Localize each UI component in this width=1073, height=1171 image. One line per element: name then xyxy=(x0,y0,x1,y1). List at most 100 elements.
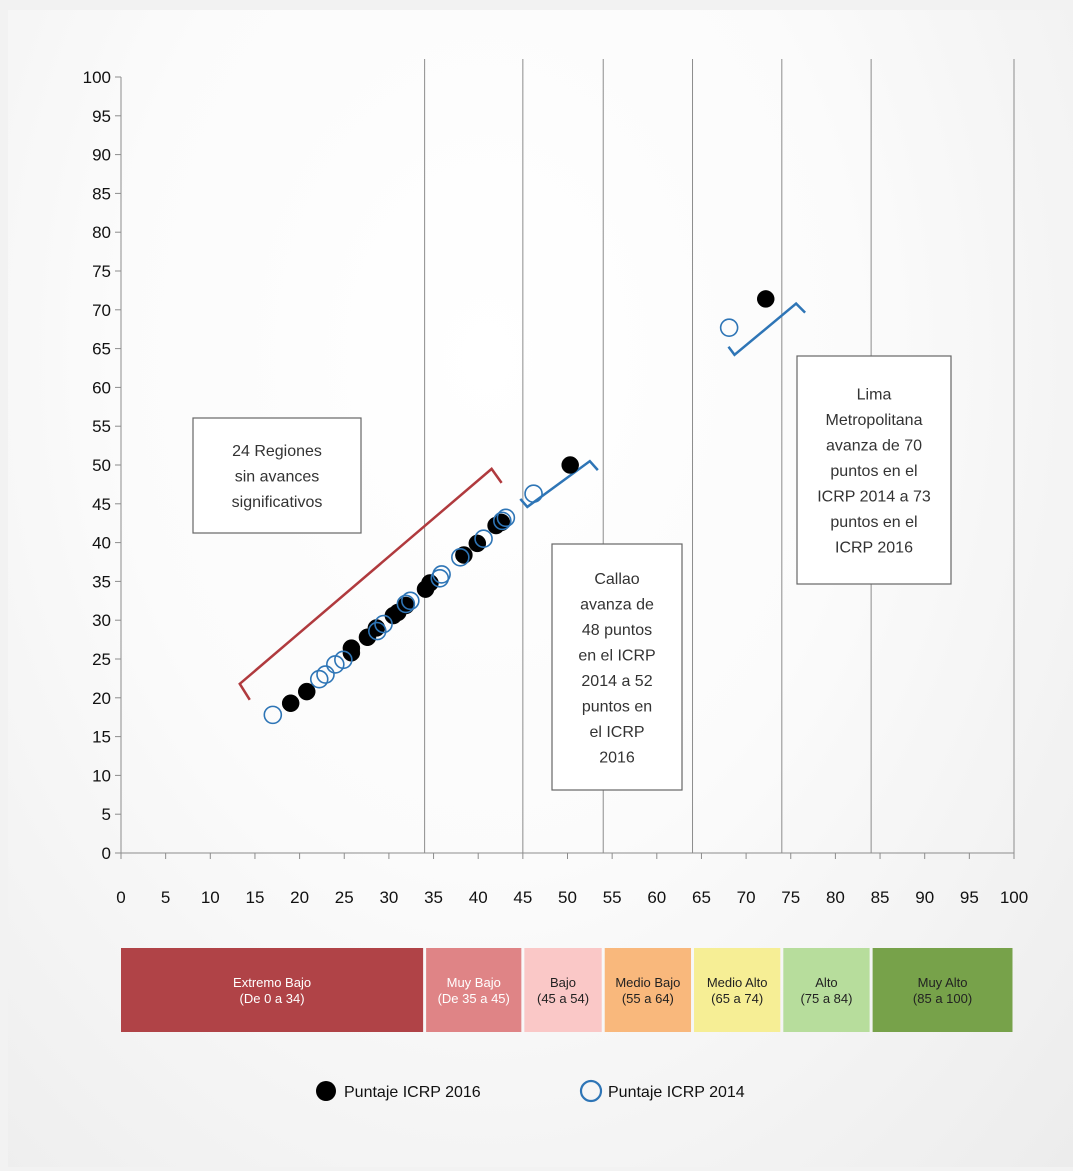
x-tick-label: 50 xyxy=(558,888,577,907)
band-range-label: (55 a 64) xyxy=(622,991,674,1006)
lima-annotation-box xyxy=(796,355,952,585)
y-tick-label: 40 xyxy=(92,534,111,553)
y-tick-label: 45 xyxy=(92,495,111,514)
band-label: Muy Bajo xyxy=(447,975,501,990)
legend-marker-2014 xyxy=(579,1079,603,1103)
point-icrp-2016 xyxy=(421,574,439,592)
callao-bracket xyxy=(519,459,599,509)
x-tick-label: 0 xyxy=(116,888,125,907)
x-tick-label: 35 xyxy=(424,888,443,907)
x-tick-label: 15 xyxy=(245,888,264,907)
y-tick-label: 75 xyxy=(92,262,111,281)
lima-annotation-line: avanza de 70 xyxy=(826,438,922,455)
point-icrp-2016 xyxy=(756,290,775,308)
regions-annotation-line: 24 Regiones xyxy=(232,443,322,460)
y-tick-label: 5 xyxy=(102,805,111,824)
point-icrp-2014 xyxy=(474,529,493,549)
lima-annotation-line: ICRP 2014 a 73 xyxy=(817,489,931,506)
point-icrp-2014 xyxy=(719,318,739,337)
x-tick-label: 55 xyxy=(603,888,622,907)
axes xyxy=(115,76,1015,859)
y-tick-label: 85 xyxy=(92,184,111,203)
band-label: Muy Alto xyxy=(918,975,968,990)
y-tick-label: 50 xyxy=(92,456,111,475)
regions-annotation-line: sin avances xyxy=(235,469,320,486)
y-tick-label: 25 xyxy=(92,650,111,669)
point-icrp-2014 xyxy=(432,565,451,584)
point-icrp-2016 xyxy=(281,694,300,712)
y-tick-label: 100 xyxy=(83,68,111,87)
x-tick-label: 60 xyxy=(647,888,666,907)
band-range-label: (65 a 74) xyxy=(711,991,763,1006)
band-range-label: (85 a 100) xyxy=(913,991,972,1006)
x-tick-label: 100 xyxy=(1000,888,1028,907)
point-icrp-2014 xyxy=(401,591,420,611)
x-tick-label: 85 xyxy=(871,888,890,907)
y-tick-label: 0 xyxy=(102,844,111,863)
callao-annotation-line: el ICRP xyxy=(589,724,644,741)
category-bands: Extremo Bajo(De 0 a 34) Muy Bajo(De 35 a … xyxy=(121,948,1013,1032)
legend-marker-2016 xyxy=(316,1081,336,1101)
band-label: Bajo xyxy=(550,975,576,990)
lima-annotation-line: Metropolitana xyxy=(826,412,923,429)
x-tick-label: 20 xyxy=(290,888,309,907)
point-icrp-2014 xyxy=(316,665,335,684)
y-tick-label: 20 xyxy=(92,689,111,708)
x-tick-label: 80 xyxy=(826,888,845,907)
band-rect xyxy=(524,948,602,1032)
x-tick-label: 95 xyxy=(960,888,979,907)
y-tick-label: 95 xyxy=(92,107,111,126)
regions-annotation-box xyxy=(192,417,362,534)
band-label: Medio Bajo xyxy=(615,975,680,990)
x-tick-label: 70 xyxy=(737,888,756,907)
band-rect xyxy=(604,948,692,1032)
y-tick-label: 35 xyxy=(92,572,111,591)
callao-annotation-line: 48 puntos xyxy=(582,622,652,639)
callao-annotation-box xyxy=(551,543,683,791)
band-range-label: (45 a 54) xyxy=(537,991,589,1006)
band-rect xyxy=(121,948,424,1032)
y-tick-label: 70 xyxy=(92,301,111,320)
x-tick-label: 30 xyxy=(379,888,398,907)
scatter-chart: 0510152025303540455055606570758085909510… xyxy=(83,59,1028,1103)
point-icrp-2014 xyxy=(309,669,329,689)
point-icrp-2014 xyxy=(374,614,393,634)
point-icrp-2014 xyxy=(496,508,516,528)
regions-annotation-line: significativos xyxy=(232,494,323,511)
callao-annotation-line: 2014 a 52 xyxy=(581,673,652,690)
point-icrp-2016 xyxy=(561,456,579,474)
legend: Puntaje ICRP 2016 Puntaje ICRP 2014 xyxy=(316,1079,745,1103)
y-tick-label: 55 xyxy=(92,417,111,436)
x-tick-label: 65 xyxy=(692,888,711,907)
band-label: Alto xyxy=(815,975,837,990)
point-icrp-2016 xyxy=(342,639,361,657)
x-tick-labels: 0 5 10 15 20 25 30 35 40 45 50 55 60 65 70 75 80 85 90 95 10… xyxy=(116,888,1028,907)
callao-annotation-line: avanza de xyxy=(580,596,654,613)
x-tick-label: 5 xyxy=(161,888,170,907)
x-tick-label: 10 xyxy=(201,888,220,907)
band-rect xyxy=(426,948,522,1032)
chart-canvas: 0 5 10 15 20 25 30 35 40 45 50 55 60 65 70 75 80 85 90 95 10… xyxy=(8,10,1073,1167)
band-label: Medio Alto xyxy=(707,975,768,990)
point-icrp-2014 xyxy=(367,621,387,641)
point-icrp-2016 xyxy=(297,682,316,701)
lima-bracket xyxy=(727,301,806,357)
point-icrp-2014 xyxy=(524,484,543,504)
band-rect xyxy=(783,948,870,1032)
x-tick-label: 75 xyxy=(781,888,800,907)
point-icrp-2014 xyxy=(263,705,283,725)
data-points xyxy=(263,290,775,725)
band-label: Extremo Bajo xyxy=(233,975,311,990)
lima-annotation-line: puntos en el xyxy=(830,463,917,480)
point-icrp-2014 xyxy=(451,548,470,567)
x-tick-label: 25 xyxy=(335,888,354,907)
point-icrp-2014 xyxy=(493,511,512,531)
point-icrp-2014 xyxy=(396,594,416,614)
point-icrp-2016 xyxy=(397,596,415,615)
x-tick-label: 90 xyxy=(915,888,934,907)
point-icrp-2014 xyxy=(334,650,353,670)
legend-label-2014: Puntaje ICRP 2014 xyxy=(608,1084,745,1101)
regions-bracket xyxy=(238,467,503,701)
brackets xyxy=(238,301,806,701)
band-rect xyxy=(872,948,1013,1032)
